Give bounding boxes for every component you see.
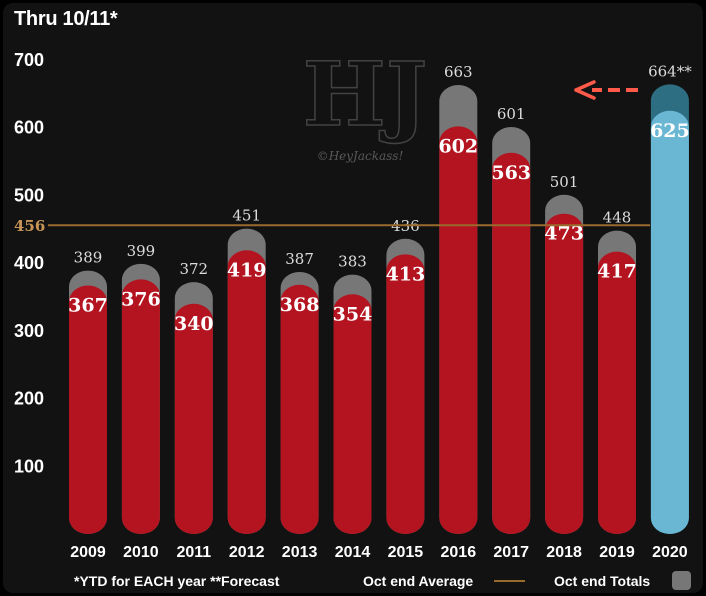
total-value-label: 399 <box>127 242 156 260</box>
total-value-label: 663 <box>444 63 473 81</box>
average-line-label: 456 <box>14 217 45 235</box>
total-value-label: 383 <box>338 253 367 271</box>
y-tick-label: 600 <box>14 118 44 138</box>
x-tick-label: 2016 <box>441 544 477 561</box>
x-tick-label: 2009 <box>70 544 106 561</box>
watermark-logo: HJ ©HeyJackass! <box>302 41 428 163</box>
y-tick-label: 100 <box>14 456 44 476</box>
x-tick-label: 2012 <box>229 544 265 561</box>
x-tick-label: 2019 <box>599 544 635 561</box>
total-value-label: 664** <box>648 62 692 80</box>
total-value-label: 389 <box>74 249 103 267</box>
total-value-label: 387 <box>285 250 314 268</box>
ytd-bar <box>333 294 372 534</box>
ytd-bar <box>439 126 478 535</box>
total-value-label: 451 <box>232 207 261 225</box>
ytd-value-label: 368 <box>280 294 320 316</box>
ytd-bar <box>121 279 160 534</box>
ytd-value-label: 563 <box>491 162 531 184</box>
total-value-label: 501 <box>550 173 579 191</box>
total-value-label: 448 <box>603 209 632 227</box>
chart-title: Thru 10/11* <box>14 8 118 30</box>
ytd-value-label: 625 <box>650 120 690 142</box>
ytd-value-label: 419 <box>227 259 267 281</box>
x-tick-label: 2014 <box>335 544 371 561</box>
ytd-bar <box>492 152 531 535</box>
ytd-value-label: 340 <box>174 313 214 335</box>
watermark-text: ©HeyJackass! <box>317 149 404 163</box>
x-tick-label: 2020 <box>652 544 688 561</box>
ytd-bar <box>69 285 107 534</box>
ytd-value-label: 413 <box>386 263 426 285</box>
x-tick-label: 2017 <box>493 544 529 561</box>
ytd-value-label: 473 <box>544 223 584 245</box>
y-tick-label: 400 <box>14 253 44 273</box>
ytd-value-label: 367 <box>68 294 108 316</box>
total-value-label: 601 <box>497 105 526 123</box>
y-tick-label: 500 <box>14 185 44 205</box>
y-tick-label: 200 <box>14 389 44 409</box>
ytd-bar <box>650 110 689 535</box>
ytd-value-label: 417 <box>597 261 637 283</box>
y-tick-label: 700 <box>14 50 44 70</box>
ytd-value-label: 354 <box>333 303 373 325</box>
x-tick-label: 2015 <box>388 544 424 561</box>
watermark-logo-text: HJ <box>303 42 428 146</box>
ytd-value-label: 602 <box>438 135 478 157</box>
x-tick-label: 2011 <box>176 544 211 561</box>
ytd-bar <box>227 250 266 534</box>
y-tick-label: 300 <box>14 321 44 341</box>
ytd-bar <box>545 213 584 534</box>
x-tick-label: 2010 <box>123 544 159 561</box>
chart-footer: *YTD for EACH year **Forecast Oct end Av… <box>74 571 691 590</box>
ytd-value-label: 376 <box>121 288 161 310</box>
ytd-bar <box>386 254 425 534</box>
legend-totals-swatch <box>672 571 691 590</box>
x-tick-label: 2013 <box>282 544 318 561</box>
x-tick-label: 2018 <box>546 544 582 561</box>
ytd-bar <box>174 303 213 534</box>
legend-totals-label: Oct end Totals <box>554 573 650 589</box>
legend-average-label: Oct end Average <box>363 573 473 589</box>
ytd-bar <box>598 251 636 535</box>
forecast-arrow-icon <box>574 80 638 100</box>
total-value-label: 372 <box>179 260 208 278</box>
ytd-bar <box>280 284 319 534</box>
footnote-text: *YTD for EACH year **Forecast <box>74 573 280 589</box>
